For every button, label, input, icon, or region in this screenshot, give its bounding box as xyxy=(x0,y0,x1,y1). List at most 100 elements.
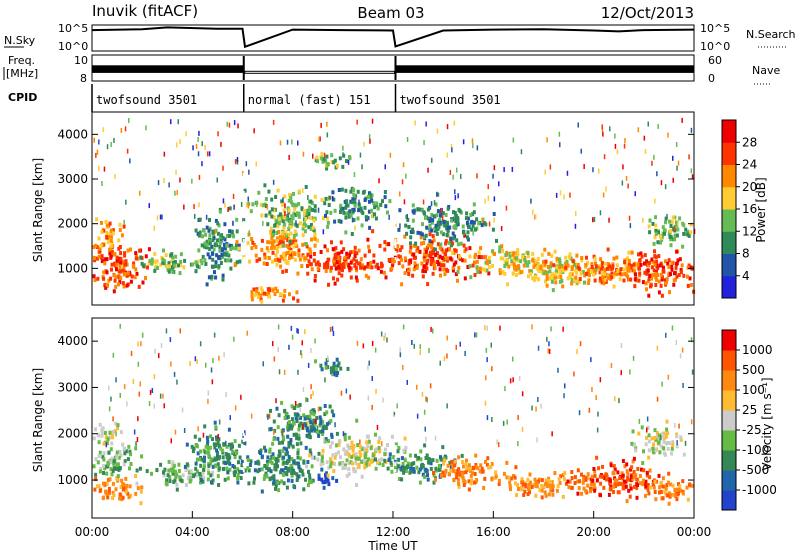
power-speckle xyxy=(454,195,457,201)
velocity-speckle xyxy=(225,440,227,446)
velocity-cell xyxy=(307,434,311,439)
power-cell xyxy=(292,239,296,244)
velocity-cell xyxy=(608,478,612,483)
power-speckle xyxy=(302,151,305,157)
velocity-cell xyxy=(635,477,639,482)
power-speckle xyxy=(98,139,100,145)
power-cell xyxy=(271,250,275,255)
velocity-cell xyxy=(209,473,213,478)
power-cell xyxy=(505,250,509,255)
power-cell xyxy=(289,200,293,205)
power-cell xyxy=(172,261,175,265)
velocity-cell xyxy=(219,446,223,451)
velocity-speckle xyxy=(491,366,493,372)
power-cell xyxy=(110,267,113,272)
velocity-cell xyxy=(298,402,302,407)
power-cell xyxy=(485,259,489,264)
power-cell xyxy=(409,258,413,263)
power-cell xyxy=(290,239,294,244)
power-cell xyxy=(336,277,340,282)
velocity-cell xyxy=(387,458,391,462)
velocity-speckle xyxy=(425,436,427,442)
power-cell xyxy=(342,265,346,269)
power-speckle xyxy=(511,166,514,172)
velocity-cell xyxy=(282,455,286,460)
power-speckle xyxy=(216,177,218,183)
velocity-cell xyxy=(329,457,333,462)
velocity-cell xyxy=(626,476,630,480)
velocity-cell xyxy=(296,455,300,460)
power-cell xyxy=(212,247,216,252)
power-cell xyxy=(275,236,279,241)
power-cell xyxy=(111,231,115,236)
power-colorbar-tick-6: 28 xyxy=(742,135,757,149)
power-speckle xyxy=(323,152,326,158)
power-cell xyxy=(330,160,334,164)
power-cell xyxy=(411,273,415,278)
power-cell xyxy=(110,249,114,254)
velocity-speckle xyxy=(211,379,214,385)
power-cell xyxy=(118,264,122,269)
velocity-cell xyxy=(330,366,333,371)
power-cell xyxy=(275,239,279,244)
velocity-speckle xyxy=(170,438,172,444)
power-cell xyxy=(304,242,308,247)
power-cell xyxy=(359,257,363,262)
velocity-speckle xyxy=(213,332,216,338)
power-cell xyxy=(256,295,260,300)
velocity-cell xyxy=(277,488,281,493)
velocity-cell xyxy=(225,444,229,449)
velocity-cell xyxy=(453,463,457,468)
power-cell xyxy=(435,227,439,232)
power-cell xyxy=(379,202,383,207)
power-cell xyxy=(439,242,443,247)
velocity-cell xyxy=(286,478,290,483)
velocity-colorbar-tick-0: 1000 xyxy=(742,343,773,357)
power-cell xyxy=(634,272,637,277)
velocity-cell xyxy=(507,475,511,480)
power-cell xyxy=(421,274,425,279)
velocity-cell xyxy=(110,441,114,446)
power-cell xyxy=(329,268,333,273)
velocity-cell xyxy=(473,472,477,476)
power-speckle xyxy=(693,228,696,234)
velocity-cell xyxy=(675,444,679,449)
power-cell xyxy=(326,261,330,266)
velocity-cell xyxy=(306,483,310,488)
velocity-cell xyxy=(145,469,149,474)
power-cell xyxy=(220,233,224,238)
velocity-cell xyxy=(290,478,294,483)
power-speckle xyxy=(535,214,537,220)
velocity-cell xyxy=(135,468,139,473)
power-cell xyxy=(523,256,527,260)
velocity-speckle xyxy=(153,403,155,409)
power-cell xyxy=(286,214,290,219)
power-cell xyxy=(118,222,122,227)
velocity-cell xyxy=(269,469,273,474)
velocity-speckle xyxy=(406,379,408,385)
power-cell xyxy=(403,271,407,276)
velocity-cell xyxy=(595,478,599,483)
power-cell xyxy=(349,260,353,265)
power-cell xyxy=(452,225,456,230)
power-cell xyxy=(308,205,312,210)
noise-right-tick-0: 10^5 xyxy=(700,22,730,35)
velocity-cell xyxy=(290,467,294,472)
velocity-cell xyxy=(401,462,405,466)
velocity-cell xyxy=(357,456,361,461)
power-cell xyxy=(253,243,256,247)
power-cell xyxy=(537,263,541,268)
power-speckle xyxy=(593,216,596,222)
velocity-cell xyxy=(210,472,214,477)
velocity-cell xyxy=(609,482,613,487)
power-cell xyxy=(347,262,350,267)
power-cell xyxy=(533,277,537,282)
power-cell xyxy=(598,270,602,275)
velocity-cell xyxy=(449,468,453,473)
power-cell xyxy=(444,241,448,246)
power-cell xyxy=(179,259,183,264)
velocity-cell xyxy=(620,471,624,476)
power-cell xyxy=(431,249,435,254)
velocity-cell xyxy=(210,480,213,485)
power-cell xyxy=(242,218,246,223)
